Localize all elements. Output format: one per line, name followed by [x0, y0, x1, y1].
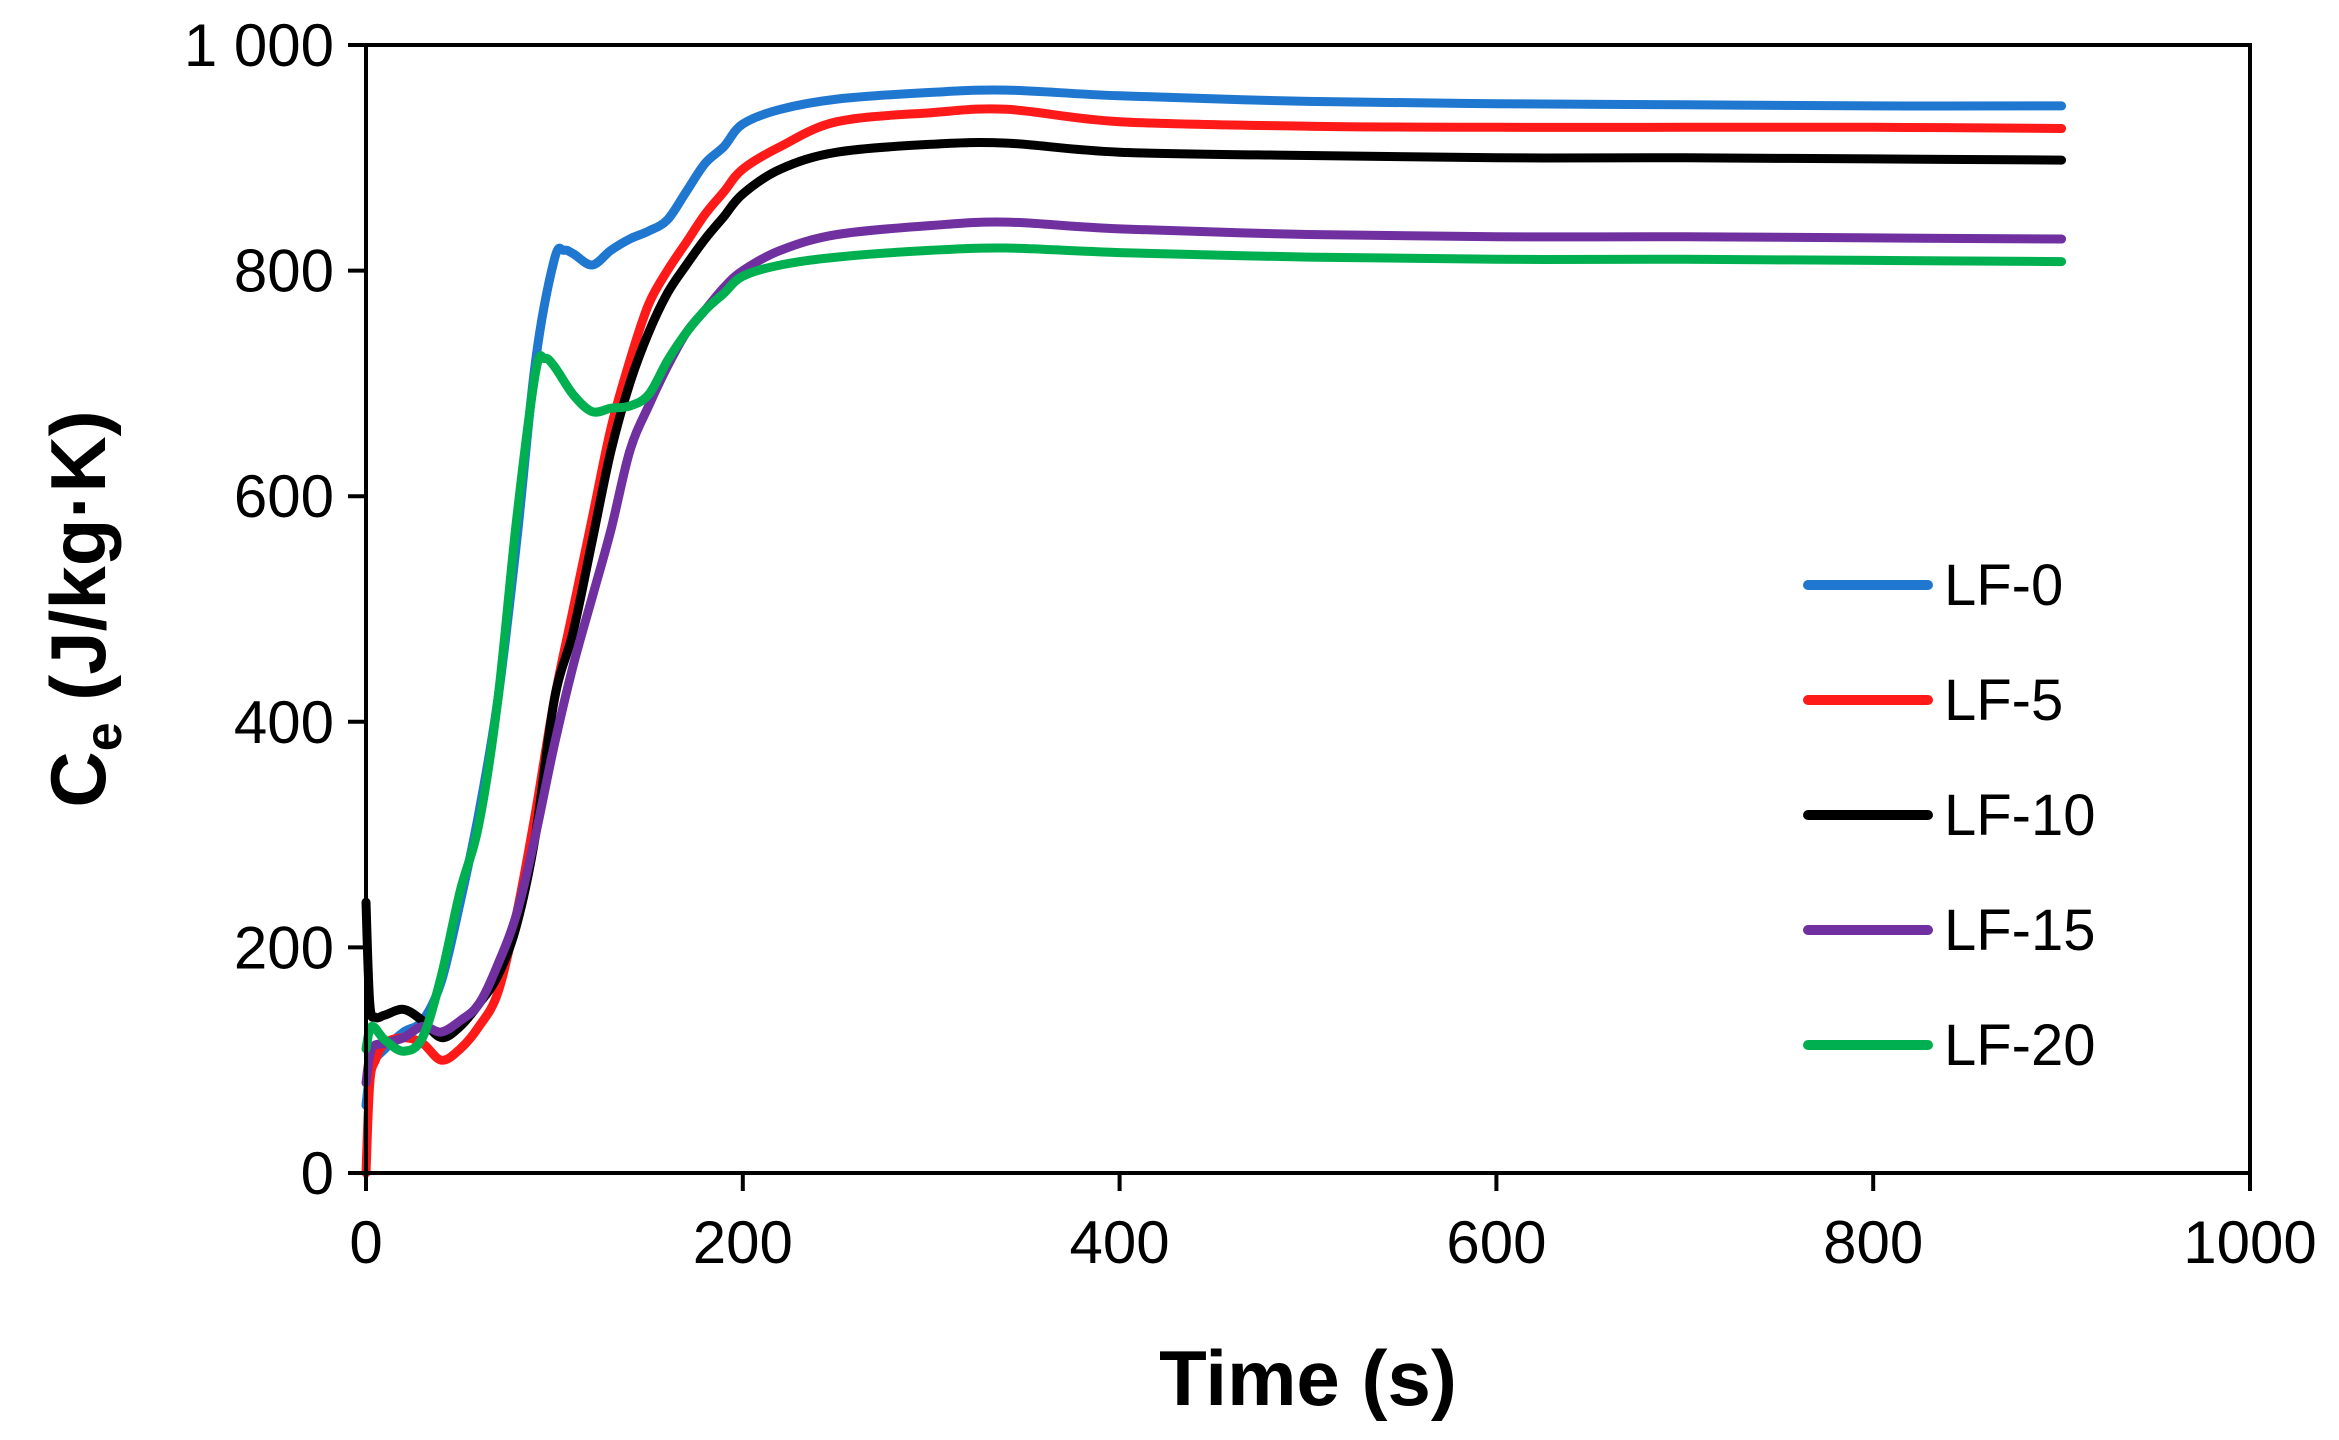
series-line-lf-10 — [361, 138, 2067, 1043]
x-axis-title: Time (s) — [1159, 1334, 1457, 1422]
legend-label-lf-15: LF-15 — [1944, 898, 2096, 963]
y-axis-title-subscript: e — [75, 722, 133, 751]
y-tick-label: 200 — [234, 914, 334, 981]
x-tick-label: 400 — [1070, 1209, 1170, 1276]
series-line-lf-5 — [361, 104, 2067, 1178]
series-line-lf-20 — [361, 243, 2067, 1056]
x-tick-label: 600 — [1446, 1209, 1546, 1276]
y-tick-label: 1 000 — [184, 12, 334, 79]
x-tick-label: 200 — [693, 1209, 793, 1276]
y-tick-label: 800 — [234, 238, 334, 305]
series-layer — [361, 85, 2067, 1178]
y-tick-label: 600 — [234, 463, 334, 530]
legend-label-lf-5: LF-5 — [1944, 668, 2063, 733]
legend-label-lf-20: LF-20 — [1944, 1013, 2096, 1078]
x-tick-label: 0 — [349, 1209, 382, 1276]
plot-frame — [364, 43, 2252, 1175]
y-tick-label: 400 — [234, 689, 334, 756]
x-tick-label: 800 — [1823, 1209, 1923, 1276]
y-axis-title-unit: (J/kg·K) — [34, 410, 122, 722]
legend-label-lf-0: LF-0 — [1944, 553, 2063, 618]
x-tick-label: 1000 — [2183, 1209, 2316, 1276]
y-tick-label: 0 — [301, 1140, 334, 1207]
legend: LF-0 LF-5 LF-10 LF-15 LF-20 — [1803, 553, 2096, 1078]
legend-label-lf-10: LF-10 — [1944, 783, 2096, 848]
y-axis-title-main: C — [34, 751, 122, 807]
y-axis-title: Ce (J/kg·K) — [34, 410, 133, 807]
